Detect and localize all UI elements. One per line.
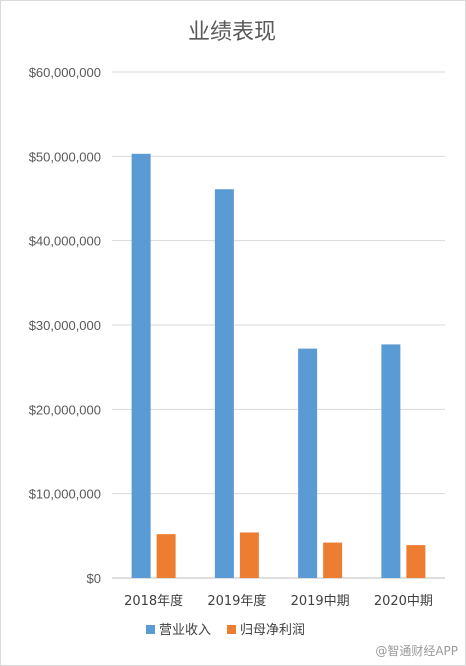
x-category-label: 2019中期 — [291, 594, 350, 609]
bar-net-profit — [156, 534, 176, 578]
chart-title: 业绩表现 — [188, 20, 276, 45]
bar-net-profit — [406, 545, 426, 578]
legend: 营业收入 归母净利润 — [146, 623, 305, 638]
y-tick-label: $50,000,000 — [29, 149, 101, 164]
y-tick-label: $0 — [87, 571, 101, 586]
watermark: @智通财经APP — [375, 643, 458, 658]
y-tick-label: $30,000,000 — [29, 318, 101, 333]
legend-label: 营业收入 — [159, 623, 211, 638]
x-category-label: 2019年度 — [207, 593, 266, 609]
bar-revenue — [131, 153, 151, 578]
y-axis-tick-labels: $0 $10,000,000 $20,000,000 $30,000,000 $40,0… — [29, 65, 101, 586]
x-category-label: 2020中期 — [374, 594, 433, 609]
y-tick-label: $40,000,000 — [29, 234, 101, 249]
legend-label: 归母净利润 — [240, 623, 305, 638]
x-category-label: 2018年度 — [124, 593, 183, 609]
bar-revenue — [298, 348, 318, 578]
bars — [131, 153, 426, 578]
bar-revenue — [214, 189, 234, 578]
y-tick-label: $60,000,000 — [29, 65, 101, 80]
x-axis-category-labels: 2018年度 2019年度 2019中期 2020中期 — [124, 593, 433, 609]
bar-net-profit — [239, 532, 259, 578]
legend-swatch — [227, 625, 236, 634]
legend-swatch — [146, 625, 155, 634]
bar-revenue — [381, 344, 401, 578]
bar-net-profit — [323, 542, 343, 578]
y-tick-label: $20,000,000 — [29, 402, 101, 417]
y-tick-label: $10,000,000 — [29, 487, 101, 502]
